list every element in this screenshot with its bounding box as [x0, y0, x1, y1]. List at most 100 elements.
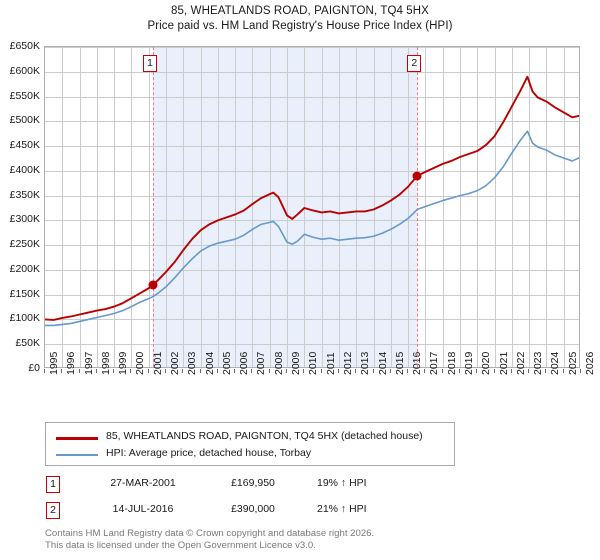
transaction-index-badge: 1: [46, 476, 60, 493]
x-tick-mark: [147, 369, 149, 373]
x-tick-mark: [130, 369, 132, 373]
gridline-vertical: [114, 47, 116, 367]
shaded-ownership-period: [152, 47, 418, 367]
table-row[interactable]: 2 14-JUL-2016 £390,000 21% ↑ HPI: [45, 500, 475, 526]
y-tick-label: £50K: [15, 337, 40, 350]
gridline-vertical: [390, 47, 392, 367]
gridline-horizontal: [45, 245, 579, 247]
gridline-vertical: [131, 47, 133, 367]
y-tick-label: £450K: [9, 139, 40, 152]
x-tick-mark: [528, 369, 530, 373]
gridline-horizontal: [45, 220, 579, 222]
gridline-vertical: [269, 47, 271, 367]
x-tick-mark: [320, 369, 322, 373]
gridline-vertical: [166, 47, 168, 367]
x-tick-mark: [355, 369, 357, 373]
legend-color-swatch: [56, 437, 98, 440]
gridline-vertical: [529, 47, 531, 367]
x-tick-mark: [389, 369, 391, 373]
x-tick-mark: [251, 369, 253, 373]
x-tick-mark: [182, 369, 184, 373]
gridline-vertical: [62, 47, 64, 367]
transaction-price: £169,950: [231, 477, 275, 489]
x-tick-mark: [268, 369, 270, 373]
gridline-vertical: [477, 47, 479, 367]
gridline-vertical: [148, 47, 150, 367]
x-tick-mark: [216, 369, 218, 373]
title-line-2: Price paid vs. HM Land Registry's House …: [147, 20, 453, 32]
x-tick-mark: [337, 369, 339, 373]
gridline-horizontal: [45, 294, 579, 296]
marker-callout-2[interactable]: 2: [407, 55, 422, 72]
transaction-index-badge: 2: [46, 502, 60, 519]
x-tick-mark: [113, 369, 115, 373]
gridline-vertical: [563, 47, 565, 367]
transactions-table: 1 27-MAR-2001 £169,950 19% ↑ HPI 2 14-JUL-201…: [45, 474, 475, 526]
x-tick-mark: [286, 369, 288, 373]
x-tick-mark: [545, 369, 547, 373]
x-tick-mark: [493, 369, 495, 373]
footer-attribution: Contains HM Land Registry data © Crown c…: [45, 528, 565, 551]
y-tick-label: £400K: [9, 163, 40, 176]
y-tick-label: £100K: [9, 312, 40, 325]
x-tick-label: 2026: [584, 351, 596, 375]
marker-dashed-line: [417, 47, 419, 367]
chart-legend: 85, WHEATLANDS ROAD, PAIGNTON, TQ4 5HX (…: [45, 422, 455, 466]
x-tick-mark: [44, 369, 45, 373]
chart-series-lines: [45, 75, 579, 327]
legend-label: HPI: Average price, detached house, Torb…: [106, 447, 312, 459]
gridline-vertical: [183, 47, 185, 367]
y-tick-label: £0: [28, 362, 40, 374]
chart-plot-area: [44, 46, 580, 368]
x-tick-mark: [424, 369, 426, 373]
x-tick-mark: [199, 369, 201, 373]
gridline-vertical: [373, 47, 375, 367]
y-tick-label: £250K: [9, 238, 40, 251]
footer-line-2: This data is licensed under the Open Gov…: [45, 539, 316, 551]
marker-callout-1[interactable]: 1: [142, 55, 157, 72]
transaction-hpi-delta: 19% ↑ HPI: [317, 477, 367, 489]
transaction-date: 14-JUL-2016: [112, 503, 174, 515]
y-tick-label: £550K: [9, 89, 40, 102]
x-tick-mark: [562, 369, 564, 373]
y-tick-label: £600K: [9, 64, 40, 77]
gridline-vertical: [338, 47, 340, 367]
gridline-vertical: [408, 47, 410, 367]
gridline-horizontal: [45, 146, 579, 148]
gridline-horizontal: [45, 344, 579, 346]
gridline-horizontal: [45, 195, 579, 197]
transaction-dot[interactable]: [412, 171, 422, 181]
y-tick-label: £300K: [9, 213, 40, 226]
transaction-dot[interactable]: [148, 280, 158, 290]
y-tick-label: £350K: [9, 188, 40, 201]
series-line-hpi: [45, 130, 579, 327]
x-tick-mark: [234, 369, 236, 373]
gridline-vertical: [96, 47, 98, 367]
x-tick-mark: [458, 369, 460, 373]
x-tick-mark: [61, 369, 63, 373]
marker-dashed-line: [152, 47, 154, 367]
gridline-vertical: [356, 47, 358, 367]
y-tick-label: £200K: [9, 262, 40, 275]
table-row[interactable]: 1 27-MAR-2001 £169,950 19% ↑ HPI: [45, 474, 475, 500]
x-tick-mark: [95, 369, 97, 373]
gridline-horizontal: [45, 121, 579, 123]
transaction-date: 27-MAR-2001: [110, 477, 176, 489]
x-tick-mark: [580, 369, 581, 373]
gridline-vertical: [511, 47, 513, 367]
y-tick-label: £650K: [9, 40, 40, 52]
y-tick-label: £150K: [9, 287, 40, 300]
page-title: 85, WHEATLANDS ROAD, PAIGNTON, TQ4 5HX P…: [0, 4, 600, 34]
legend-label: 85, WHEATLANDS ROAD, PAIGNTON, TQ4 5HX (…: [106, 430, 423, 442]
gridline-vertical: [252, 47, 254, 367]
gridline-horizontal: [45, 71, 579, 73]
gridline-vertical: [546, 47, 548, 367]
x-tick-mark: [510, 369, 512, 373]
gridline-vertical: [287, 47, 289, 367]
gridline-vertical: [321, 47, 323, 367]
transaction-hpi-delta: 21% ↑ HPI: [317, 503, 367, 515]
title-line-1: 85, WHEATLANDS ROAD, PAIGNTON, TQ4 5HX: [171, 5, 429, 17]
gridline-vertical: [442, 47, 444, 367]
x-tick-mark: [476, 369, 478, 373]
